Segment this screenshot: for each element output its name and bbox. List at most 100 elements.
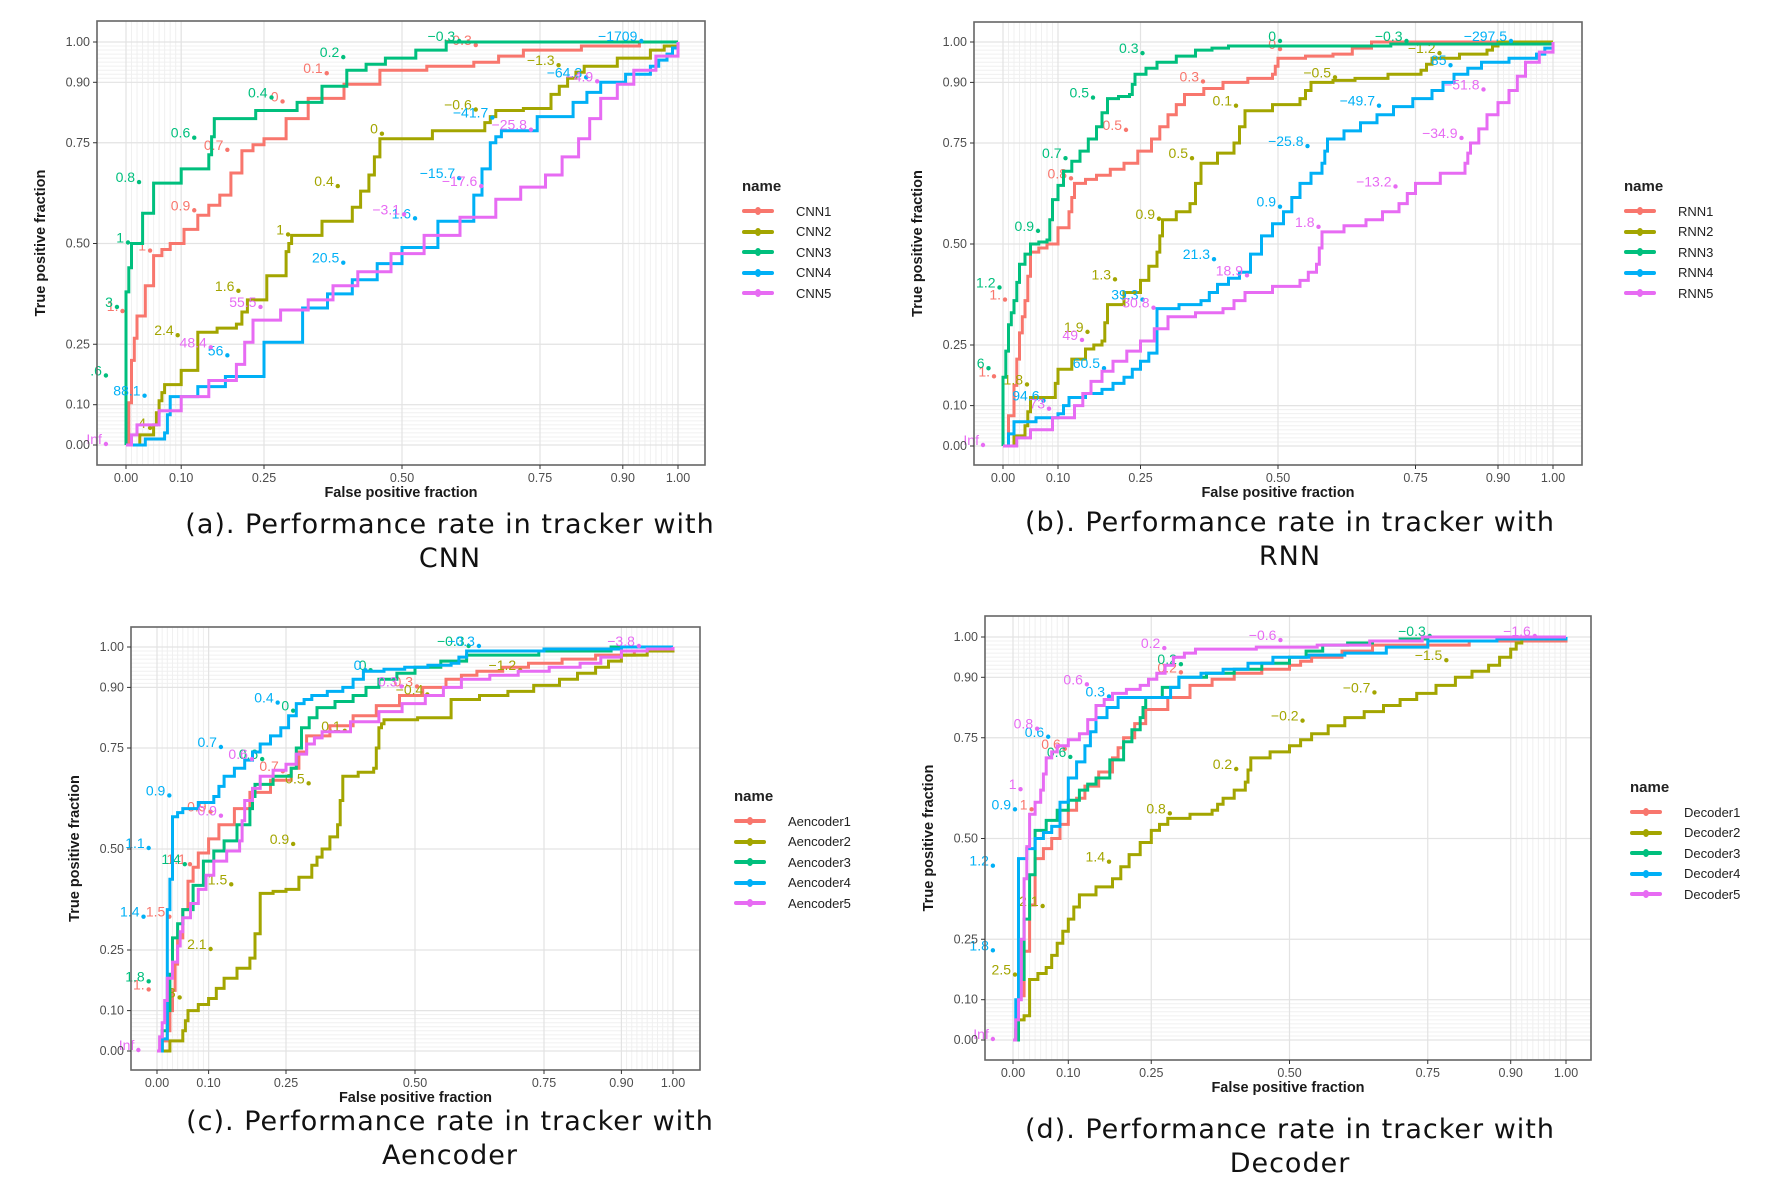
legend-label: RNN3 [1678,244,1714,260]
cutoff-label: −0.5 [1303,64,1331,80]
cutoff-label: 49 [1062,327,1078,343]
legend: name Aencoder1 Aencoder2 Aencoder3 Aencoder4… [734,788,851,914]
x-tick-label: 0.00 [1001,1066,1025,1080]
roc-curve-rnn5 [1003,42,1555,448]
legend-label: CNN1 [796,203,832,219]
cutoff-point [457,38,462,44]
x-tick-label: 1.00 [1541,471,1565,485]
cutoff-label: 0.4 [314,173,334,189]
caption-line-1: (c). Performance rate in tracker with [186,1106,714,1137]
cutoff-label: 85 [1431,52,1447,68]
cutoff-point [1189,155,1195,161]
y-tick-label: 0.90 [100,680,124,694]
y-tick-label: 0.50 [100,842,124,856]
cutoff-point [1041,398,1046,403]
x-tick-label: 0.25 [1139,1066,1163,1080]
x-tick-label: 1.00 [666,471,690,485]
cutoff-point [1151,305,1156,310]
cutoff-point [636,643,642,649]
cutoff-point [1444,657,1449,663]
cutoff-label: −17.6 [442,173,478,189]
legend-label: Decoder1 [1684,804,1741,820]
cutoff-point [473,42,478,48]
cutoff-point [146,845,151,851]
caption-line-2: Aencoder [382,1140,518,1171]
cutoff-label: 0.9 [146,782,166,798]
x-axis-title: False positive fraction [1211,1080,1364,1096]
cutoff-label: −1.5 [1415,647,1443,663]
legend-key-icon [1630,808,1662,817]
y-tick-label: 0.90 [943,75,967,89]
cutoff-point [1034,726,1040,731]
cutoff-label: 1.8 [969,937,989,953]
cutoff-label: −0.3 [1375,28,1403,44]
figure-caption: (c). Performance rate in tracker with Aen… [30,1105,870,1173]
cutoff-point [275,700,280,705]
cutoff-point [146,979,151,984]
cutoff-point [208,809,213,814]
legend-label: CNN5 [796,285,832,301]
cutoff-label: 0.2 [1213,756,1233,772]
legend-item: RNN2 [1624,222,1713,243]
cutoff-point [1200,79,1206,84]
cutoff-label: −13.2 [1356,173,1392,189]
x-tick-label: 1.00 [661,1076,685,1090]
caption-line-1: (b). Performance rate in tracker with [1024,507,1555,538]
legend-key-icon [742,248,774,257]
cutoff-label: 1.8 [1004,371,1024,387]
cutoff-point [1532,633,1538,639]
cutoff-point [556,62,561,68]
cutoff-label: 0.7 [197,734,217,750]
y-tick-label: 1.00 [943,35,967,49]
cutoff-point [1448,63,1453,68]
cutoff-point [1437,50,1442,56]
y-tick-label: 0.75 [943,136,967,150]
cutoff-point [1277,204,1283,209]
cutoff-point [1404,38,1409,44]
cutoff-point [1068,754,1073,760]
cutoff-label: 1. [133,976,145,992]
y-tick-label: 0.50 [66,237,90,251]
cutoff-point [595,79,600,84]
cutoff-point [1040,903,1045,909]
cutoff-point [1029,807,1034,812]
x-tick-label: 0.90 [611,471,635,485]
cutoff-point [1035,228,1041,234]
cutoff-point [1123,127,1129,133]
cutoff-label: 3 [168,984,176,1000]
legend: name CNN1 CNN2 CNN3 CNN4 CNN5 [742,178,831,304]
cutoff-label: 0.3 [1180,68,1200,84]
legend-key-icon [734,878,766,887]
cutoff-point [980,442,986,448]
figure-caption: (d). Performance rate in tracker with Dec… [900,1113,1680,1181]
legend-title: name [734,788,774,805]
cutoff-label: −1709 [598,28,638,44]
legend-label: Aencoder1 [788,813,851,829]
x-tick-label: 0.75 [1403,471,1427,485]
cutoff-point [1372,690,1377,695]
roc-chart-c: 1. 1.5 1.1 0.9 0.7 0.3 3 2.1 1.5 0.9 0.5 0.1 −0.4 −1.… [67,626,701,1106]
cutoff-point [258,304,263,310]
legend-item: CNN3 [742,242,831,263]
legend-label: Aencoder3 [788,854,851,870]
cutoff-label: 1.8 [1295,214,1315,230]
cutoff-point [290,841,296,847]
cutoff-label: 0 [1268,36,1276,52]
cutoff-point [1376,103,1382,108]
roc-curve-decoder1 [1013,637,1568,1042]
cutoff-label: 30.8 [1122,295,1149,311]
cutoff-point [167,793,172,798]
cutoff-point [290,708,296,713]
y-tick-label: 1.00 [954,630,978,644]
legend: name Decoder1 Decoder2 Decoder3 Decoder4 Deco… [1630,779,1740,905]
y-tick-label: 0.10 [943,399,967,413]
roc-curve-decoder5 [1013,635,1566,1042]
cutoff-label: 1.3 [1092,266,1112,282]
cutoff-point [1234,766,1239,772]
x-tick-label: 0.90 [1499,1066,1523,1080]
legend-key-icon [734,817,766,826]
y-tick-label: 0.10 [954,993,978,1007]
cutoff-point [136,1047,141,1053]
cutoff-label: 0.3 [1119,40,1139,56]
